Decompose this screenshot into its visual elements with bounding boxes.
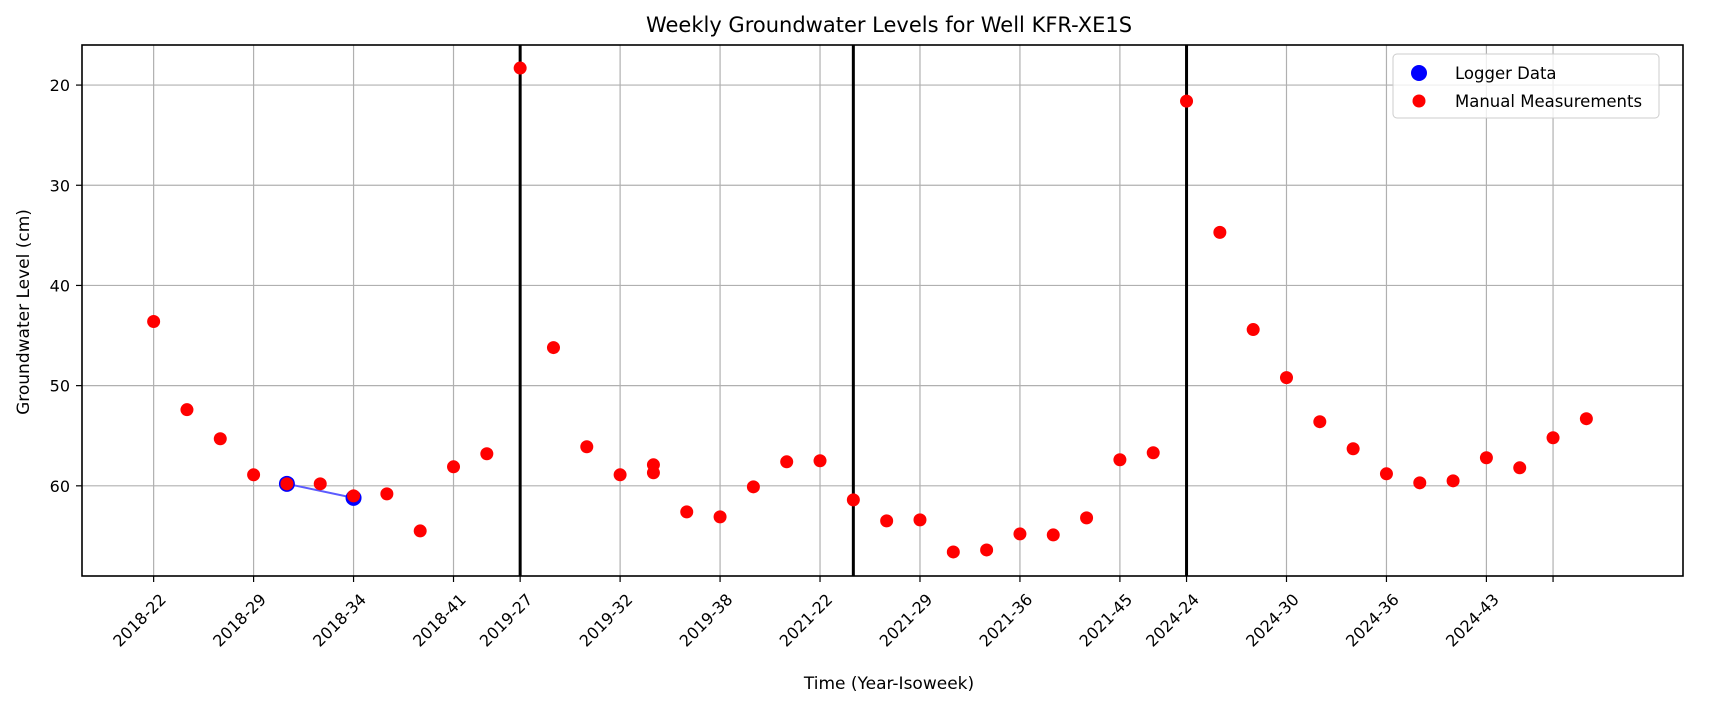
x-tick-label: 2021-45: [1076, 590, 1137, 651]
manual-measurement-point: [580, 440, 594, 454]
manual-measurement-point: [1346, 442, 1360, 456]
manual-measurement-point: [1246, 323, 1260, 337]
y-axis-label: Groundwater Level (cm): [14, 209, 34, 415]
logger-data-line: [286, 482, 354, 499]
x-tick-label: 2018-41: [409, 590, 470, 651]
y-tick-label: 50: [50, 377, 70, 396]
x-tick-label: 2019-32: [576, 590, 637, 651]
y-tick-label: 60: [50, 477, 70, 496]
manual-measurement-point: [513, 61, 527, 75]
manual-measurement-point: [846, 493, 860, 507]
manual-measurement-point: [613, 468, 627, 482]
manual-measurement-point: [680, 505, 694, 519]
manual-measurement-point: [1046, 528, 1060, 542]
manual-measurement-point: [180, 403, 194, 417]
manual-measurement-point: [213, 432, 227, 446]
manual-measurement-point: [447, 460, 461, 474]
manual-measurement-point: [780, 455, 794, 469]
legend-manual-label: Manual Measurements: [1455, 92, 1642, 111]
manual-measurement-point: [1213, 225, 1227, 239]
x-tick-label: 2018-29: [209, 590, 270, 651]
x-tick-label: 2024-24: [1142, 590, 1203, 651]
x-tick-label: 2018-34: [309, 590, 370, 651]
manual-measurement-point: [1413, 476, 1427, 490]
manual-measurement-point: [913, 513, 927, 527]
x-tick-label: 2021-22: [776, 590, 837, 651]
manual-measurement-point: [713, 510, 727, 524]
manual-measurement-point: [980, 543, 994, 557]
x-tick-label: 2024-30: [1242, 590, 1303, 651]
manual-measurement-point: [1513, 461, 1527, 475]
chart-title: Weekly Groundwater Levels for Well KFR-X…: [646, 13, 1132, 37]
manual-measurement-point: [347, 489, 361, 503]
manual-measurement-point: [1446, 474, 1460, 488]
legend: Logger Data Manual Measurements: [1392, 53, 1660, 119]
y-tick-label: 40: [50, 276, 70, 295]
x-tick-label: 2024-43: [1442, 590, 1503, 651]
x-tick-label: 2019-38: [676, 590, 737, 651]
manual-measurement-point: [1313, 415, 1327, 429]
y-tick-label: 20: [50, 76, 70, 95]
data-points: [147, 61, 1593, 559]
manual-measurement-point: [813, 454, 827, 468]
manual-measurement-point: [1180, 94, 1194, 108]
manual-measurement-point: [247, 468, 261, 482]
manual-measurement-point: [646, 466, 660, 480]
x-axis-label: Time (Year-Isoweek): [803, 674, 974, 694]
manual-measurement-point: [280, 477, 294, 491]
separator-lines: [518, 45, 1189, 576]
manual-measurement-point: [380, 487, 394, 501]
manual-measurement-point: [946, 545, 960, 559]
manual-measurement-point: [480, 447, 494, 461]
manual-measurement-point: [1080, 511, 1094, 525]
manual-measurement-point: [313, 477, 327, 491]
grid: [82, 45, 1683, 576]
legend-manual-marker: [1412, 94, 1426, 108]
legend-logger-label: Logger Data: [1455, 64, 1557, 83]
manual-measurement-point: [1279, 371, 1293, 385]
manual-measurement-point: [746, 480, 760, 494]
manual-measurement-point: [1013, 527, 1027, 541]
manual-measurement-point: [1146, 446, 1160, 460]
manual-measurement-point: [1546, 431, 1560, 445]
axis-ticks: 2018-22 2018-29 2018-34 2018-41 2019-27 2019-…: [50, 76, 1554, 651]
manual-measurement-point: [1479, 451, 1493, 465]
x-tick-label: 2024-36: [1342, 590, 1403, 651]
manual-measurement-point: [1113, 453, 1127, 467]
x-tick-label: 2019-27: [476, 590, 537, 651]
manual-measurement-point: [546, 341, 560, 355]
legend-logger-marker: [1411, 65, 1427, 81]
manual-measurement-point: [413, 524, 427, 538]
x-tick-label: 2021-29: [876, 590, 937, 651]
y-tick-label: 30: [50, 176, 70, 195]
manual-measurement-point: [1579, 412, 1593, 426]
x-tick-label: 2021-36: [976, 590, 1037, 651]
x-tick-label: 2018-22: [109, 590, 170, 651]
legend-box: [1392, 53, 1660, 119]
plot-frame: [81, 44, 1684, 577]
manual-measurement-point: [147, 315, 161, 329]
manual-measurement-point: [880, 514, 894, 528]
manual-measurement-point: [1379, 467, 1393, 481]
